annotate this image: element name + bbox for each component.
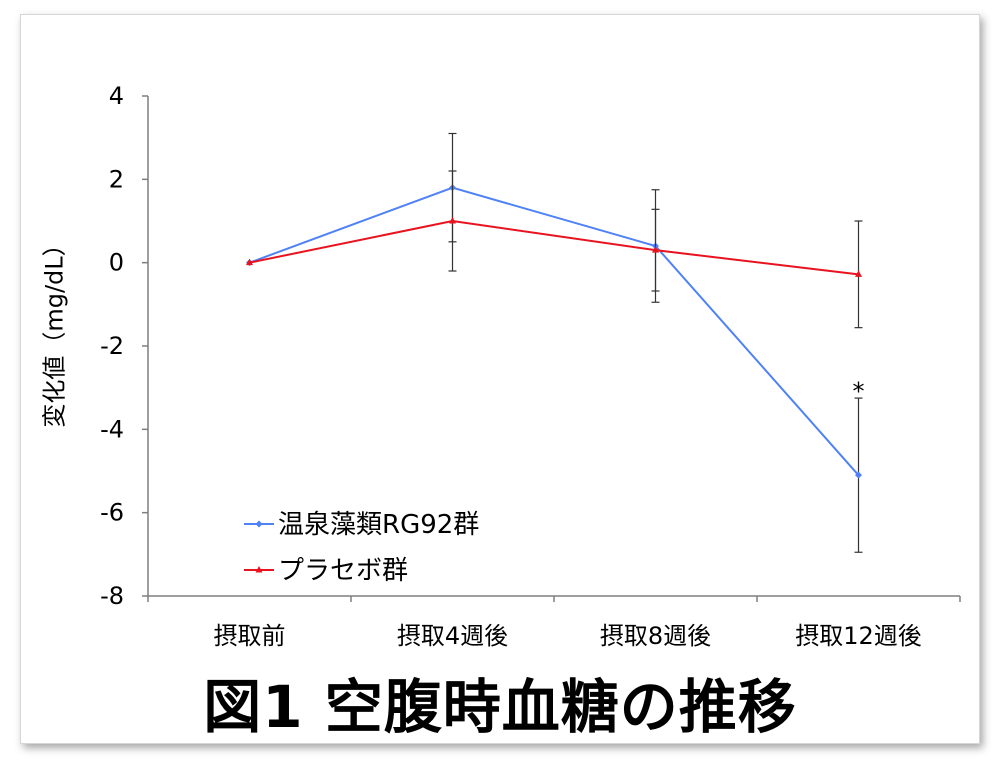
chart-annotations: * (853, 378, 865, 406)
y-tick-label: -4 (100, 415, 124, 443)
legend-marker (255, 520, 263, 528)
series-1 (246, 170, 863, 329)
series-0 (246, 132, 863, 553)
chart-axes (147, 96, 960, 597)
data-point (855, 270, 862, 277)
x-tick-label: 摂取8週後 (600, 622, 711, 650)
x-tick-label: 摂取12週後 (795, 622, 922, 650)
series-line (249, 219, 859, 276)
legend-marker (255, 566, 263, 573)
legend-label: プラセボ群 (278, 556, 408, 586)
data-point (449, 217, 456, 224)
y-tick-label: 0 (109, 249, 124, 277)
figure-title: 図1 空腹時血糖の推移 (203, 673, 797, 741)
data-point (246, 258, 253, 266)
y-axis-label: 変化値（mg/dL） (40, 232, 69, 428)
legend-label: 温泉藻類RG92群 (278, 510, 479, 540)
y-axis-ticks: 4 2 0 -2 -4 -6 -8 (100, 82, 148, 610)
x-tick-label: 摂取前 (214, 622, 286, 650)
figure-frame (20, 14, 980, 744)
chart-series (246, 132, 863, 553)
x-tick-label: 摂取4週後 (397, 622, 508, 650)
series-line (249, 186, 860, 476)
y-tick-label: 4 (109, 82, 124, 110)
significance-marker: * (853, 378, 865, 406)
data-point (652, 246, 659, 253)
y-tick-label: -6 (100, 499, 124, 527)
y-tick-label: -2 (100, 332, 124, 360)
y-tick-label: -8 (100, 582, 124, 610)
data-point (855, 471, 862, 479)
x-axis-ticks: 摂取前 摂取4週後 摂取8週後 摂取12週後 (147, 596, 961, 650)
y-tick-label: 2 (109, 165, 124, 193)
